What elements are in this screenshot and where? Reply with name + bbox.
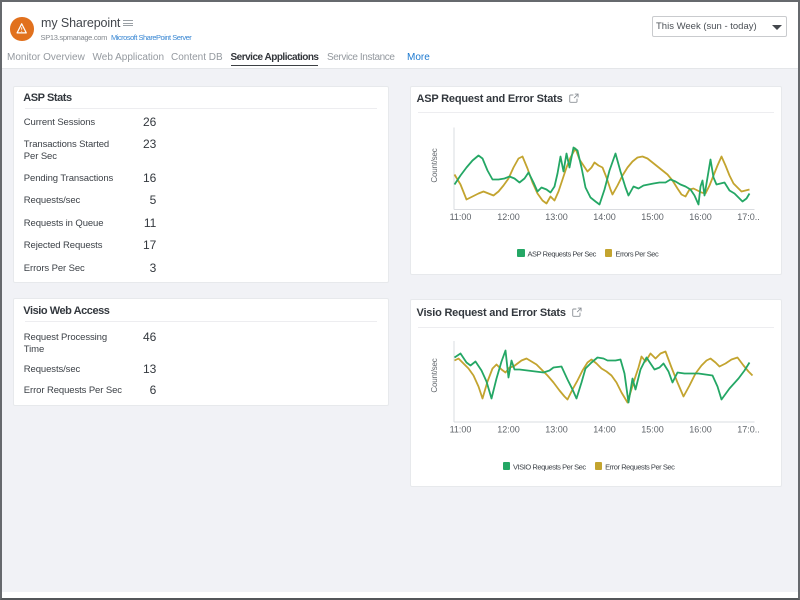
svg-text:11:00: 11:00 <box>449 424 471 434</box>
svg-text:17:0..: 17:0.. <box>737 212 760 222</box>
svg-text:12:00: 12:00 <box>497 212 520 222</box>
svg-text:11:00: 11:00 <box>449 212 471 222</box>
svg-text:14:00: 14:00 <box>593 424 616 434</box>
svg-text:Count/sec: Count/sec <box>430 148 439 182</box>
svg-text:12:00: 12:00 <box>497 424 520 434</box>
svg-text:Count/sec: Count/sec <box>430 358 439 392</box>
svg-text:15:00: 15:00 <box>641 424 664 434</box>
svg-text:17:0..: 17:0.. <box>737 424 760 434</box>
svg-text:16:00: 16:00 <box>689 424 712 434</box>
svg-text:13:00: 13:00 <box>545 212 568 222</box>
svg-text:13:00: 13:00 <box>545 424 568 434</box>
svg-text:15:00: 15:00 <box>641 212 664 222</box>
svg-text:16:00: 16:00 <box>689 212 712 222</box>
svg-text:14:00: 14:00 <box>593 212 616 222</box>
